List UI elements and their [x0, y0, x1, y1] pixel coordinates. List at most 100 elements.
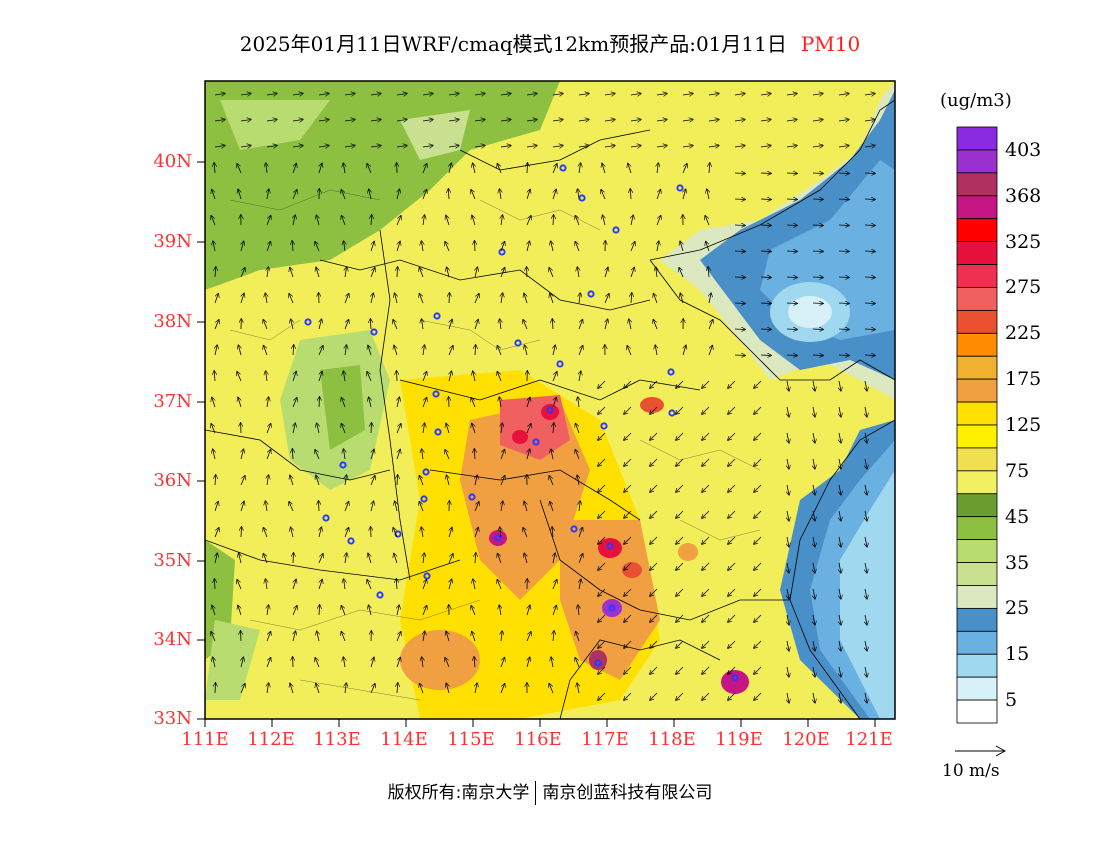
- wind-vector: [786, 225, 797, 226]
- wind-vector: [630, 189, 631, 200]
- wind-vector: [760, 199, 771, 200]
- wind-vector: [473, 163, 475, 174]
- wind-vector: [316, 215, 319, 226]
- wind-vector: [293, 631, 296, 642]
- wind-vector: [865, 458, 867, 469]
- wind-vector: [813, 562, 815, 573]
- wind-vector: [578, 94, 589, 96]
- lat-label: 36N: [153, 470, 192, 491]
- wind-vector: [734, 173, 745, 174]
- city-marker: [376, 591, 384, 599]
- wind-vector: [473, 579, 475, 590]
- wind-vector: [213, 241, 215, 252]
- colorbar-swatch: [956, 607, 998, 632]
- wind-vector: [865, 380, 867, 391]
- wind-vector: [241, 502, 244, 512]
- wind-vector: [498, 554, 502, 564]
- wind-vector: [448, 189, 449, 200]
- wind-vector: [319, 372, 322, 382]
- wind-vector: [448, 346, 453, 356]
- wind-vector: [343, 163, 345, 174]
- wind-vector: [630, 268, 634, 278]
- wind-vector: [553, 423, 554, 434]
- wind-vector: [579, 293, 580, 304]
- wind-vector: [499, 397, 501, 408]
- wind-vector: [787, 458, 789, 469]
- colorbar-swatch: [956, 241, 998, 265]
- wind-vector: [396, 658, 400, 668]
- colorbar-swatch: [956, 149, 998, 174]
- wind-vector: [702, 614, 710, 622]
- wind-vector: [293, 423, 295, 434]
- wind-vector: [267, 189, 269, 200]
- lon-label: 117E: [581, 729, 629, 750]
- wind-vector: [419, 476, 424, 486]
- wind-vector: [526, 216, 531, 226]
- wind-vector: [631, 215, 633, 226]
- lon-label: 115E: [447, 729, 495, 750]
- wind-vector: [316, 476, 319, 486]
- wind-vector: [552, 580, 557, 590]
- wind-vector: [760, 146, 771, 148]
- wind-vector: [865, 614, 867, 625]
- wind-vector: [367, 580, 372, 590]
- wind-vector: [654, 294, 658, 304]
- wind-vector: [214, 294, 218, 304]
- colorbar-swatch: [956, 309, 998, 334]
- wind-vector: [676, 588, 684, 596]
- wind-vector: [214, 163, 215, 174]
- wind-vector: [369, 397, 371, 408]
- wind-vector: [344, 94, 355, 96]
- wind-vector: [345, 553, 347, 564]
- wind-vector: [447, 475, 450, 486]
- city-marker: [347, 537, 355, 545]
- colorbar-swatch: [956, 630, 998, 655]
- wind-vector: [290, 684, 293, 694]
- wind-vector: [552, 146, 563, 148]
- wind-vector: [575, 658, 580, 668]
- wind-vector: [838, 173, 849, 174]
- wind-vector: [370, 268, 375, 278]
- wind-vector: [238, 345, 241, 356]
- wind-vector: [319, 319, 322, 330]
- colorbar-swatch: [956, 332, 998, 357]
- wind-vector: [598, 666, 606, 674]
- wind-vector: [447, 267, 449, 278]
- city-marker: [559, 164, 567, 172]
- wind-vector: [598, 614, 606, 622]
- wind-vector: [552, 94, 563, 96]
- wind-vector: [526, 120, 537, 122]
- wind-vector: [864, 355, 875, 356]
- wind-vector: [650, 536, 658, 544]
- wind-vector: [728, 510, 736, 518]
- wind-vector: [839, 588, 841, 599]
- wind-vector: [578, 554, 583, 564]
- wind-vector: [655, 345, 657, 356]
- wind-vector: [760, 251, 771, 252]
- wind-vector: [212, 606, 215, 616]
- wind-vector: [682, 94, 693, 96]
- wind-vector: [760, 303, 771, 304]
- wind-vector: [215, 553, 217, 564]
- colorbar-tick-label: 368: [1005, 184, 1042, 207]
- footer-separator: [535, 781, 537, 805]
- wind-vector: [214, 579, 215, 590]
- colorbar-swatch: [956, 401, 998, 426]
- city-marker: [570, 525, 578, 533]
- wind-vector: [214, 120, 225, 122]
- wind-vector: [422, 146, 433, 148]
- wind-vector: [318, 94, 329, 96]
- wind-vector: [240, 684, 245, 694]
- wind-vector: [263, 320, 268, 330]
- wind-vector: [864, 94, 875, 96]
- wind-vector: [446, 683, 449, 694]
- colorbar-swatch: [956, 585, 998, 609]
- wind-vector: [838, 146, 849, 148]
- wind-vector: [292, 606, 297, 616]
- wind-vector: [624, 588, 632, 596]
- wind-vector: [497, 580, 502, 590]
- wind-vector: [865, 666, 867, 677]
- wind-vector: [500, 450, 505, 460]
- wind-vector: [419, 294, 424, 304]
- wind-vector: [344, 449, 346, 460]
